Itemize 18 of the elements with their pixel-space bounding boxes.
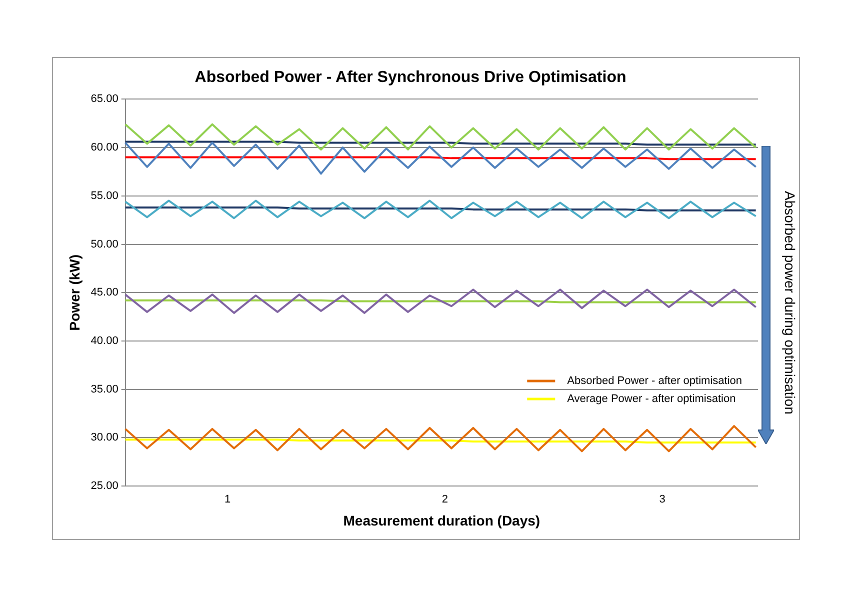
y-tick-label: 35.00 (90, 383, 118, 396)
y-tick-label: 45.00 (90, 286, 118, 299)
x-tick-label: 3 (659, 494, 666, 506)
y-tick-label: 40.00 (90, 334, 118, 347)
y-tick-label: 50.00 (90, 238, 118, 250)
x-tick-label: 1 (224, 494, 231, 506)
x-axis-title: Measurement duration (Days) (343, 512, 540, 528)
chart-title: Absorbed Power - After Synchronous Drive Optimisation (194, 69, 626, 86)
y-tick-label: 30.00 (90, 432, 118, 444)
y-tick-label: 55.00 (90, 190, 118, 202)
y-axis-title: Power (kW) (66, 254, 82, 331)
legend-label: Absorbed Power - after optimisation (567, 375, 742, 388)
x-tick-label: 2 (442, 494, 448, 506)
y-tick-label: 25.00 (90, 480, 118, 492)
legend-label: Average Power - after optimisation (567, 393, 736, 406)
text: Absorbed power during optimisation (781, 190, 799, 417)
y-tick-label: 65.00 (90, 93, 118, 106)
y-tick-label: 60.00 (90, 142, 118, 154)
